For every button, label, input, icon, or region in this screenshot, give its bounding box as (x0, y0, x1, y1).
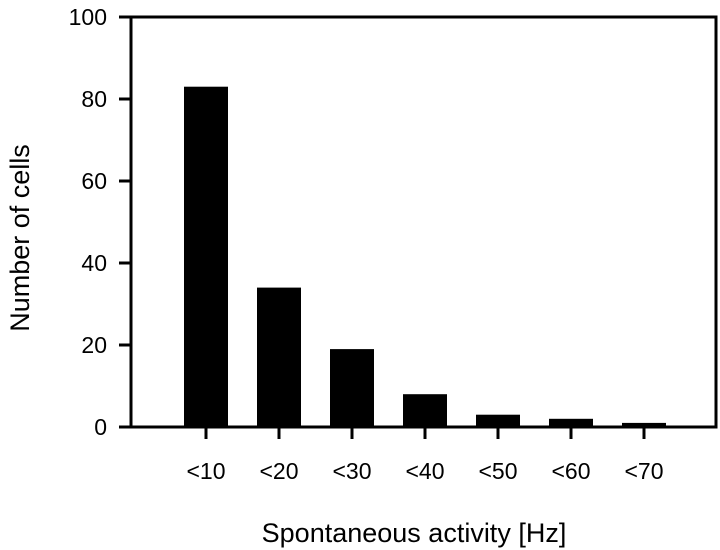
y-tick-label: 60 (81, 168, 107, 194)
y-tick-label: 80 (81, 86, 107, 112)
y-axis-label: Number of cells (5, 144, 35, 332)
y-tick-label: 40 (81, 250, 107, 276)
x-tick-label: <60 (551, 458, 590, 484)
x-tick-label: <40 (405, 458, 444, 484)
bar (184, 86, 228, 427)
y-tick-label: 0 (94, 414, 107, 440)
y-tick-label: 20 (81, 332, 107, 358)
x-tick-label: <70 (624, 458, 663, 484)
y-axis-ticks: 0 20 40 60 80 100 (69, 4, 131, 440)
bar (330, 349, 374, 427)
x-tick-label: <50 (478, 458, 517, 484)
bar (403, 394, 447, 427)
bar (622, 422, 666, 427)
x-axis-label: Spontaneous activity [Hz] (262, 518, 567, 548)
x-tick-label: <20 (259, 458, 298, 484)
x-tick-label: <30 (332, 458, 371, 484)
bars (184, 86, 666, 427)
y-tick-label: 100 (69, 4, 107, 30)
bar (476, 414, 520, 427)
bar (257, 287, 301, 427)
x-tick-label: <10 (186, 458, 225, 484)
bar (549, 418, 593, 427)
x-axis-ticks: <10 <20 <30 <40 <50 <60 <70 (186, 427, 664, 484)
